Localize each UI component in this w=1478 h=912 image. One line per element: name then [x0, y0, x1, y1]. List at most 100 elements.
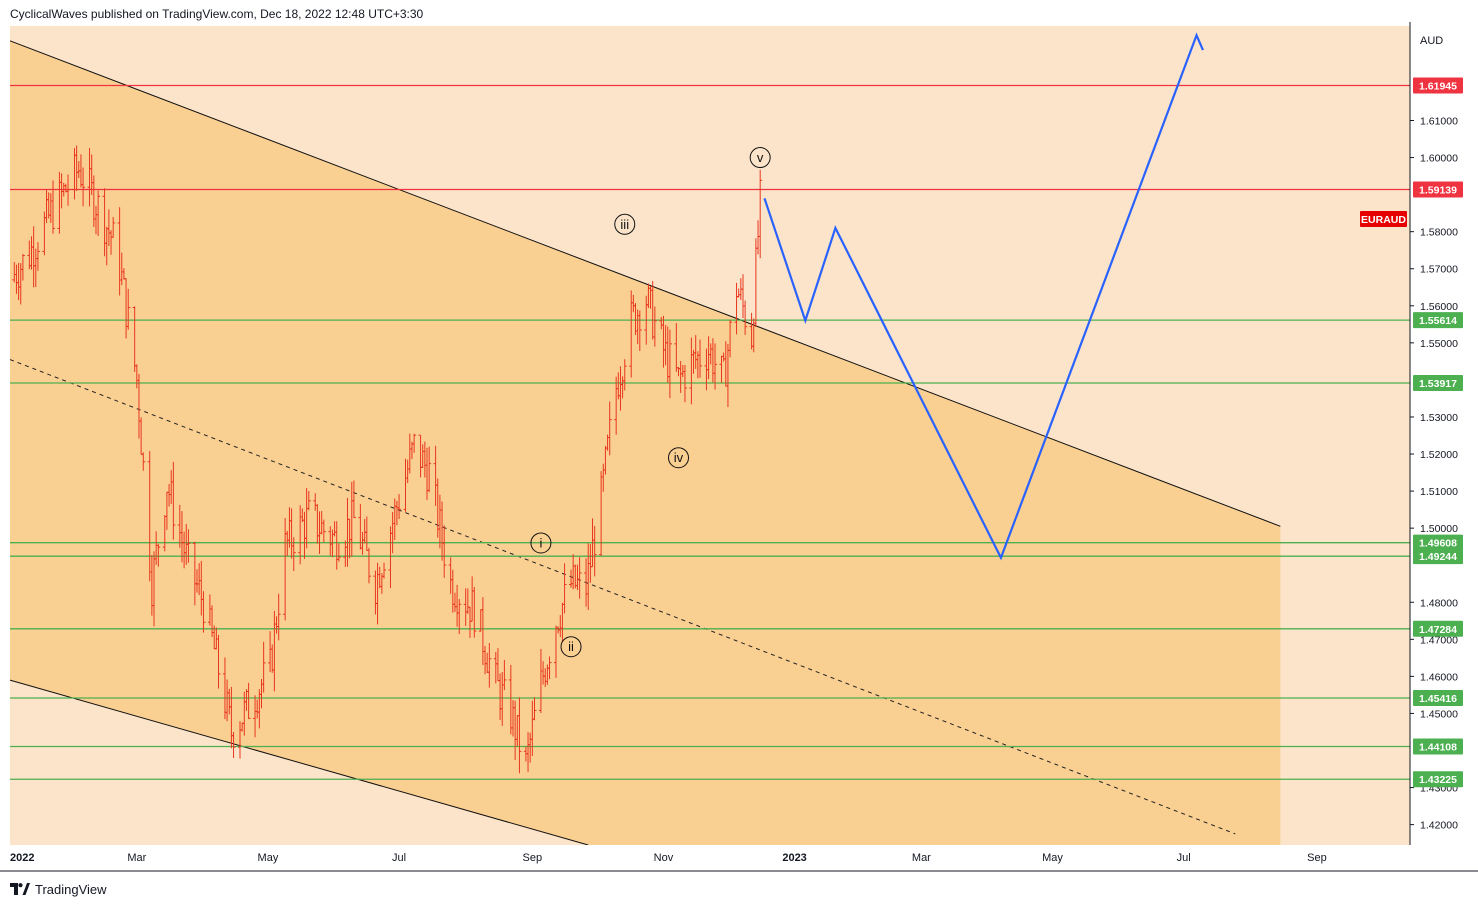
- axis-layer: AUD 1.61000 1.60000 1.58000 1.57000 1.56000 1.…: [0, 22, 1478, 872]
- ohlc-bar: [66, 174, 71, 206]
- ohlc-bar: [592, 526, 597, 577]
- price-tick-label: 1.52000: [1420, 449, 1458, 461]
- price-tick-label: 1.50000: [1420, 523, 1458, 535]
- ohlc-bar: [50, 180, 55, 234]
- ohlc-bar: [81, 167, 86, 207]
- time-tick-label: Nov: [654, 852, 674, 864]
- ohlc-bar-layer: [12, 145, 763, 774]
- price-level-badge-label: 1.49244: [1419, 551, 1457, 563]
- ohlc-bar: [697, 339, 702, 378]
- price-tick-label: 1.55000: [1420, 338, 1458, 350]
- price-tick-label: 1.48000: [1420, 597, 1458, 609]
- ohlc-bar: [427, 446, 432, 493]
- ohlc-bar: [517, 697, 522, 774]
- ohlc-bar: [156, 543, 161, 567]
- price-axis-background: [1410, 22, 1478, 849]
- ohlc-bar: [321, 519, 326, 543]
- time-tick-label: Jul: [1177, 852, 1191, 864]
- price-level-badge: [1413, 738, 1463, 755]
- ohlc-bar: [502, 660, 507, 691]
- time-tick-label: Mar: [127, 852, 146, 864]
- ohlc-bar: [652, 306, 657, 347]
- ohlc-bar: [216, 634, 221, 689]
- price-tick-label: 1.57000: [1420, 264, 1458, 276]
- price-level-badge-label: 1.43225: [1419, 774, 1457, 786]
- price-tick-label: 1.42000: [1420, 820, 1458, 832]
- tradingview-logo-icon: [10, 883, 30, 895]
- ohlc-bar: [231, 732, 236, 758]
- time-tick-label: Mar: [912, 852, 931, 864]
- ohlc-bar: [382, 562, 387, 579]
- ohlc-bar: [366, 547, 371, 584]
- price-level-layer: [10, 84, 1410, 780]
- projection-layer: [763, 32, 1204, 561]
- price-level-badge: [1413, 620, 1463, 637]
- symbol-badge-label: EURAUD: [1361, 214, 1406, 226]
- wave-label-circle: [530, 532, 552, 554]
- ohlc-bar: [261, 641, 266, 693]
- chart-header: CyclicalWaves published on TradingView.c…: [10, 7, 424, 21]
- wave-label: i: [530, 532, 552, 554]
- ohlc-bar: [577, 557, 582, 599]
- price-level-badge: [1413, 548, 1463, 565]
- projection-path: [763, 32, 1204, 561]
- channel-lower-line: [9, 679, 589, 846]
- wave-label-text: ii: [568, 639, 574, 654]
- ohlc-bar: [20, 253, 25, 281]
- price-level-badge: [1413, 77, 1463, 94]
- time-tick-label: 2023: [782, 852, 806, 864]
- ohlc-bar: [637, 310, 642, 352]
- price-tick-label: 1.56000: [1420, 301, 1458, 313]
- ohlc-bar: [667, 329, 672, 399]
- ohlc-bar: [487, 643, 492, 688]
- channel-upper-line: [9, 40, 1281, 527]
- ohlc-bar: [397, 494, 402, 519]
- footer-brand: TradingView: [35, 881, 107, 897]
- ohlc-bar: [201, 591, 206, 633]
- price-level-badge: [1413, 534, 1463, 551]
- price-level-badge-label: 1.55614: [1419, 315, 1457, 327]
- time-tick-label: Sep: [1307, 852, 1327, 864]
- wave-label-text: v: [757, 150, 764, 165]
- price-level-badge-label: 1.47284: [1419, 624, 1457, 636]
- ohlc-bar: [728, 320, 733, 358]
- wave-label-text: iii: [620, 217, 629, 232]
- wave-label: v: [749, 147, 771, 169]
- ohlc-bar: [472, 586, 477, 638]
- ohlc-bar: [96, 190, 101, 236]
- ohlc-bar: [743, 300, 748, 335]
- price-tick-label: 1.51000: [1420, 486, 1458, 498]
- price-level-badge: [1413, 181, 1463, 198]
- price-level-badge-label: 1.59139: [1419, 184, 1457, 196]
- price-level-badge-label: 1.45416: [1419, 693, 1457, 705]
- ohlc-bar: [276, 593, 281, 641]
- ohlc-bar: [186, 529, 191, 563]
- price-tick-label: 1.60000: [1420, 153, 1458, 165]
- wave-label-circle: [668, 447, 689, 469]
- ohlc-bar: [306, 491, 311, 511]
- price-tick-label: 1.46000: [1420, 671, 1458, 683]
- ohlc-bar: [111, 217, 116, 238]
- footer: TradingView: [10, 880, 107, 898]
- channel-fill: [10, 40, 1281, 845]
- ohlc-bar: [291, 537, 296, 571]
- time-tick-label: Jul: [392, 852, 406, 864]
- ohlc-bar: [246, 682, 251, 720]
- ohlc-bar: [532, 697, 537, 721]
- price-level-badge-label: 1.49608: [1419, 538, 1457, 550]
- price-tick-label: 1.58000: [1420, 227, 1458, 239]
- ohlc-bar: [171, 461, 176, 540]
- wave-label: iii: [614, 213, 636, 235]
- price-level-badge: [1413, 374, 1463, 391]
- ohlc-bar: [457, 599, 462, 634]
- wave-label-text: iv: [674, 450, 684, 465]
- ohlc-bar: [126, 288, 131, 330]
- ohlc-bar: [682, 364, 687, 403]
- wave-label-circle: [614, 213, 636, 235]
- price-tick-label: 1.45000: [1420, 708, 1458, 720]
- price-level-badge-label: 1.44108: [1419, 741, 1457, 753]
- time-tick-label: Sep: [523, 852, 543, 864]
